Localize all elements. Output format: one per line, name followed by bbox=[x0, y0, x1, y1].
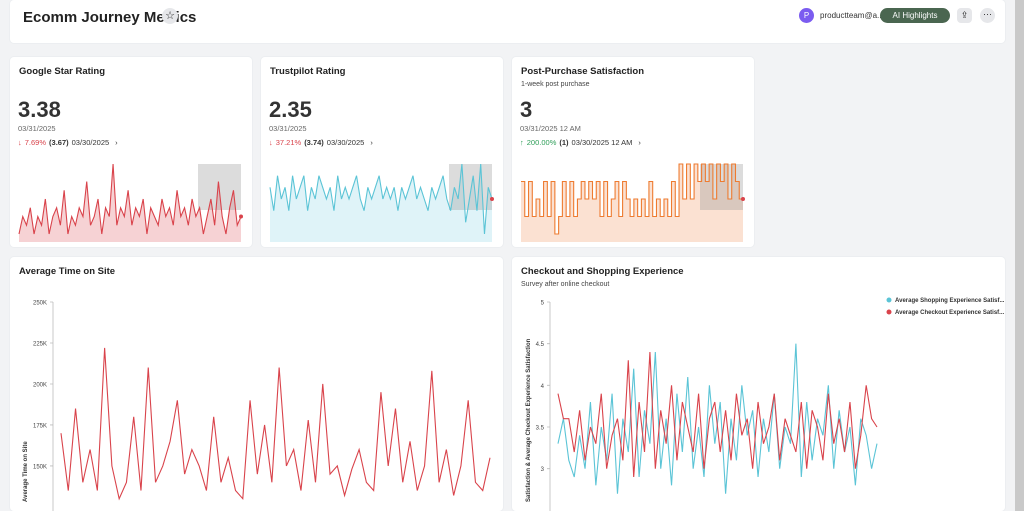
chart: 3 3.5 4 4.5 5 Satisfaction & Average Checkout… bbox=[526, 297, 1005, 511]
scrollbar[interactable] bbox=[1015, 0, 1024, 511]
change-percent: 37.21% bbox=[275, 138, 302, 147]
chart-subtitle: Survey after online checkout bbox=[521, 281, 610, 288]
series-line bbox=[557, 351, 878, 478]
change-arrow: ↑ bbox=[520, 138, 524, 147]
chart: 150K 175K 200K 225K 250K Average Time on Site bbox=[23, 301, 491, 511]
dashboard-title: Ecomm Journey Metrics bbox=[23, 9, 197, 26]
change-percent: 7.69% bbox=[24, 138, 47, 147]
chart-card: Checkout and Shopping Experience Survey a… bbox=[512, 257, 1005, 511]
y-tick-label: 4 bbox=[541, 384, 545, 390]
user-name[interactable]: productteam@a... bbox=[820, 11, 884, 20]
legend-swatch bbox=[886, 297, 892, 303]
last-point bbox=[490, 197, 494, 201]
chart-title: Checkout and Shopping Experience bbox=[521, 266, 684, 277]
sparkline-area bbox=[19, 164, 241, 242]
kpi-value: 3.38 bbox=[18, 97, 61, 122]
chart bbox=[521, 163, 745, 242]
kpi-change-row: ↑ 200.00% (1) 03/30/2025 12 AM › bbox=[520, 138, 641, 147]
last-point bbox=[239, 214, 243, 219]
sparkline bbox=[521, 163, 743, 235]
y-tick-label: 150K bbox=[33, 464, 47, 470]
forecast-band bbox=[449, 164, 492, 210]
kpi-change-row: ↓ 37.21% (3.74) 03/30/2025 › bbox=[269, 138, 373, 147]
card-title: Trustpilot Rating bbox=[270, 66, 346, 77]
header-bar: Ecomm Journey Metrics ☆ P productteam@a.… bbox=[10, 0, 1005, 43]
change-arrow: ↓ bbox=[18, 138, 22, 147]
kpi-value: 2.35 bbox=[269, 97, 312, 122]
ai-highlights-button[interactable]: AI Highlights bbox=[880, 8, 950, 23]
chart bbox=[269, 163, 494, 242]
card-title: Google Star Rating bbox=[19, 66, 106, 77]
kpi-date: 03/31/2025 bbox=[269, 124, 307, 133]
favorite-button[interactable]: ☆ bbox=[162, 8, 178, 24]
y-tick-label: 5 bbox=[541, 301, 545, 307]
previous-date: 03/30/2025 bbox=[71, 138, 110, 147]
details-chevron[interactable]: › bbox=[115, 138, 118, 147]
legend-swatch bbox=[886, 309, 892, 315]
kpi-card: Google Star Rating 3.38 03/31/2025 ↓ 7.69% (3… bbox=[10, 57, 252, 247]
card-title: Post-Purchase Satisfaction bbox=[521, 66, 645, 77]
sparkline-area bbox=[270, 164, 492, 242]
y-tick-label: 175K bbox=[33, 423, 47, 429]
chart-title: Average Time on Site bbox=[19, 266, 116, 277]
previous-value: (3.74) bbox=[304, 138, 324, 147]
y-tick-label: 3 bbox=[541, 467, 545, 473]
y-tick-label: 3.5 bbox=[536, 426, 545, 432]
sparkline-area bbox=[521, 164, 743, 242]
previous-date: 03/30/2025 12 AM bbox=[571, 138, 633, 147]
sparkline bbox=[18, 163, 242, 235]
kpi-card: Trustpilot Rating 2.35 03/31/2025 ↓ 37.21% (3… bbox=[261, 57, 503, 247]
kpi-card: Post-Purchase Satisfaction 1-week post pu… bbox=[512, 57, 754, 247]
chart bbox=[18, 163, 243, 242]
share-button[interactable]: ⇪ bbox=[957, 8, 972, 23]
series-line bbox=[60, 347, 491, 501]
kpi-date: 03/31/2025 bbox=[18, 124, 56, 133]
chart-card: Average Time on Site 150K 175K 200K 225K 250K… bbox=[10, 257, 503, 511]
y-tick-label: 4.5 bbox=[536, 342, 545, 348]
legend-label: Average Shopping Experience Satisf... bbox=[895, 298, 1005, 304]
kpi-change-row: ↓ 7.69% (3.67) 03/30/2025 › bbox=[18, 138, 118, 147]
more-button[interactable]: ··· bbox=[980, 8, 995, 23]
card-subtitle: 1-week post purchase bbox=[521, 81, 590, 88]
y-tick-label: 225K bbox=[33, 341, 47, 347]
forecast-band bbox=[700, 164, 743, 210]
y-tick-label: 250K bbox=[33, 301, 47, 307]
kpi-date: 03/31/2025 12 AM bbox=[520, 124, 581, 133]
change-percent: 200.00% bbox=[526, 138, 557, 147]
details-chevron[interactable]: › bbox=[638, 138, 641, 147]
kpi-value: 3 bbox=[520, 97, 533, 122]
change-arrow: ↓ bbox=[269, 138, 273, 147]
series-line bbox=[557, 343, 878, 494]
y-tick-label: 200K bbox=[33, 382, 47, 388]
previous-value: (3.67) bbox=[49, 138, 69, 147]
previous-value: (1) bbox=[559, 138, 569, 147]
details-chevron[interactable]: › bbox=[370, 138, 373, 147]
previous-date: 03/30/2025 bbox=[326, 138, 365, 147]
avatar[interactable]: P bbox=[799, 8, 814, 23]
last-point bbox=[741, 197, 745, 201]
y-axis-label: Satisfaction & Average Checkout Experien… bbox=[526, 338, 532, 502]
legend-label: Average Checkout Experience Satisf... bbox=[895, 310, 1004, 316]
y-axis-label: Average Time on Site bbox=[23, 441, 29, 502]
sparkline bbox=[269, 163, 493, 235]
